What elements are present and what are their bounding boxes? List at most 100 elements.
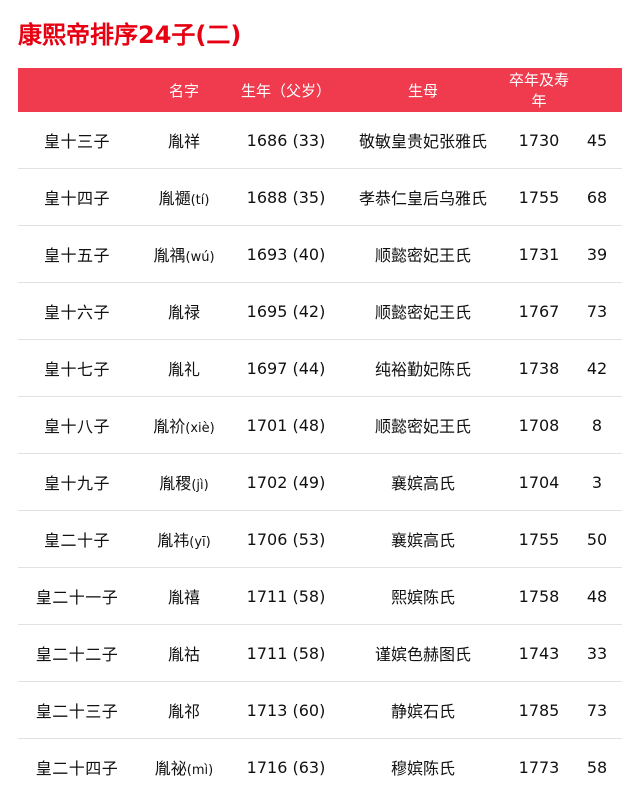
- cell-birth: 1695 (42): [232, 282, 340, 340]
- cell-death-year: 1708: [506, 396, 572, 454]
- cell-birth: 1706 (53): [232, 510, 340, 568]
- son-name-pinyin: (xiè): [185, 421, 215, 436]
- cell-name: 胤祥: [136, 112, 232, 169]
- table-row: 皇十八子 胤祄(xiè) 1701 (48) 顺懿密妃王氏 1708 8: [18, 396, 622, 454]
- cell-rank: 皇十四子: [18, 168, 136, 226]
- cell-age: 68: [572, 168, 622, 226]
- cell-rank: 皇二十子: [18, 510, 136, 568]
- column-header-name: 名字: [168, 81, 199, 100]
- cell-death-year: 1731: [506, 225, 572, 283]
- cell-rank: 皇十九子: [18, 453, 136, 511]
- cell-name: 胤禑(wú): [136, 225, 232, 283]
- cell-death-year: 1758: [506, 567, 572, 625]
- cell-mother: 谨嫔色赫图氏: [340, 624, 506, 682]
- cell-birth: 1702 (49): [232, 453, 340, 511]
- cell-mother: 顺懿密妃王氏: [340, 225, 506, 283]
- cell-age: 58: [586, 757, 608, 777]
- cell-name: 胤祜: [136, 624, 232, 682]
- cell-mother: 静嫔石氏: [340, 681, 506, 739]
- cell-name: 胤祕(mì): [136, 739, 232, 796]
- cell-rank: 皇二十二子: [18, 624, 136, 682]
- cell-birth: 1697 (44): [232, 339, 340, 397]
- cell-mother: 襄嫔高氏: [340, 510, 506, 568]
- son-name-pinyin: (yī): [189, 535, 211, 550]
- table-row: 皇十三子 胤祥 1686 (33) 敬敏皇贵妃张雅氏 1730 45: [18, 112, 622, 169]
- cell-mother: 顺懿密妃王氏: [340, 396, 506, 454]
- table-row: 皇十五子 胤禑(wú) 1693 (40) 顺懿密妃王氏 1731 39: [18, 225, 622, 283]
- cell-death-year: 1704: [506, 453, 572, 511]
- cell-age: 45: [572, 112, 622, 169]
- kangxi-sons-table: 名字 生年（父岁） 生母 卒年及寿年 皇十三子 胤祥 1686 (33) 敬敏皇贵妃张…: [18, 68, 622, 795]
- table-row: 皇二十三子 胤祁 1713 (60) 静嫔石氏 1785 73: [18, 681, 622, 739]
- column-header-age: [572, 68, 622, 112]
- son-name: 胤禧: [167, 588, 200, 607]
- cell-age: 39: [572, 225, 622, 283]
- cell-birth: 1693 (40): [232, 225, 340, 283]
- table-row: 皇十九子 胤稷(jì) 1702 (49) 襄嫔高氏 1704 3: [18, 453, 622, 511]
- cell-birth: 1711 (58): [232, 624, 340, 682]
- son-name-pinyin: (mì): [186, 763, 214, 778]
- cell-age: 73: [572, 681, 622, 739]
- son-name: 胤禑: [153, 246, 186, 265]
- page-title: 康熙帝排序24子(二): [18, 21, 242, 49]
- cell-mother: 襄嫔高氏: [340, 453, 506, 511]
- cell-death-year: 1730: [506, 112, 572, 169]
- cell-age: 50: [572, 510, 622, 568]
- cell-age: 3: [572, 453, 622, 511]
- cell-name: 胤稷(jì): [136, 453, 232, 511]
- column-header-death: 卒年及寿年: [508, 71, 569, 110]
- cell-age: 73: [572, 282, 622, 340]
- table-row: 皇二十一子 胤禧 1711 (58) 熙嫔陈氏 1758 48: [18, 567, 622, 625]
- table-header-row: 名字 生年（父岁） 生母 卒年及寿年: [18, 68, 622, 112]
- cell-rank: 皇二十四子: [35, 759, 119, 778]
- cell-birth: 1713 (60): [232, 681, 340, 739]
- table-row: 皇十六子 胤禄 1695 (42) 顺懿密妃王氏 1767 73: [18, 282, 622, 340]
- table-header: 名字 生年（父岁） 生母 卒年及寿年: [18, 68, 622, 112]
- cell-death-year: 1785: [506, 681, 572, 739]
- son-name: 胤禄: [167, 303, 200, 322]
- cell-name: 胤祎(yī): [136, 510, 232, 568]
- cell-rank: 皇二十一子: [18, 567, 136, 625]
- cell-death-year: 1767: [506, 282, 572, 340]
- cell-mother: 顺懿密妃王氏: [340, 282, 506, 340]
- cell-name: 胤禄: [136, 282, 232, 340]
- son-name: 胤祕: [154, 759, 187, 778]
- table-row: 皇二十二子 胤祜 1711 (58) 谨嫔色赫图氏 1743 33: [18, 624, 622, 682]
- cell-death-year: 1773: [518, 757, 560, 777]
- cell-age: 33: [572, 624, 622, 682]
- cell-age: 8: [572, 396, 622, 454]
- cell-mother: 孝恭仁皇后乌雅氏: [340, 168, 506, 226]
- cell-rank: 皇十七子: [18, 339, 136, 397]
- son-name: 胤礼: [167, 360, 200, 379]
- table-row: 皇十四子 胤禵(tí) 1688 (35) 孝恭仁皇后乌雅氏 1755 68: [18, 168, 622, 226]
- cell-rank: 皇十八子: [18, 396, 136, 454]
- column-header-birth: 生年（父岁）: [240, 81, 331, 100]
- cell-name: 胤禧: [136, 567, 232, 625]
- cell-name: 胤祄(xiè): [136, 396, 232, 454]
- cell-birth: 1716 (63): [246, 757, 326, 777]
- cell-rank: 皇二十三子: [18, 681, 136, 739]
- cell-rank: 皇十三子: [18, 112, 136, 169]
- son-name: 胤祎: [157, 531, 190, 550]
- son-name: 胤祁: [167, 702, 200, 721]
- table-row: 皇二十子 胤祎(yī) 1706 (53) 襄嫔高氏 1755 50: [18, 510, 622, 568]
- table-container: 名字 生年（父岁） 生母 卒年及寿年 皇十三子 胤祥 1686 (33) 敬敏皇贵妃张…: [18, 68, 622, 795]
- cell-birth: 1688 (35): [232, 168, 340, 226]
- cell-mother: 熙嫔陈氏: [340, 567, 506, 625]
- column-header-rank: [18, 68, 136, 112]
- cell-mother: 穆嫔陈氏: [390, 759, 455, 778]
- cell-birth: 1686 (33): [232, 112, 340, 169]
- table-body: 皇十三子 胤祥 1686 (33) 敬敏皇贵妃张雅氏 1730 45 皇十四子 胤禵(tí) 1…: [18, 112, 622, 795]
- son-name: 胤稷: [159, 474, 192, 493]
- cell-death-year: 1755: [506, 510, 572, 568]
- son-name: 胤祥: [167, 132, 200, 151]
- cell-death-year: 1743: [506, 624, 572, 682]
- son-name-pinyin: (wú): [185, 250, 215, 265]
- son-name: 胤祜: [167, 645, 200, 664]
- cell-rank: 皇十六子: [18, 282, 136, 340]
- cell-birth: 1711 (58): [232, 567, 340, 625]
- son-name-pinyin: (jì): [191, 478, 209, 493]
- cell-age: 48: [572, 567, 622, 625]
- cell-name: 胤祁: [136, 681, 232, 739]
